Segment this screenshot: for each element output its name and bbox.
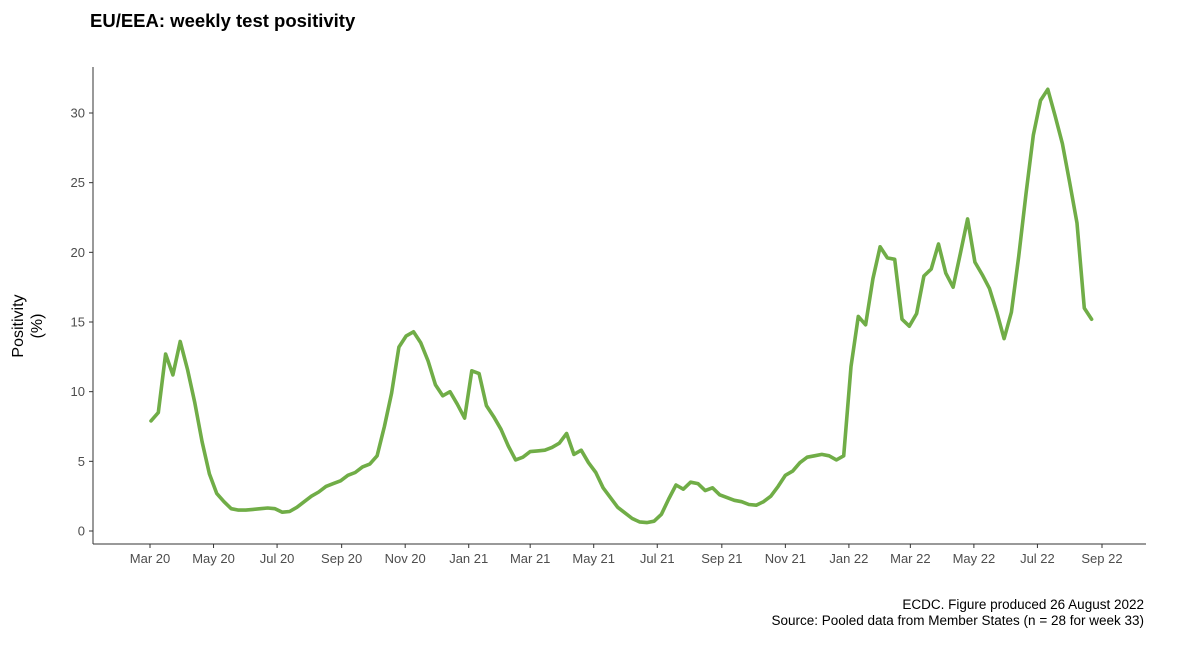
y-tick-label: 10 (71, 384, 85, 399)
x-tick-label: May 20 (192, 551, 235, 566)
caption-produced: ECDC. Figure produced 26 August 2022 (902, 597, 1144, 612)
figure-caption: ECDC. Figure produced 26 August 2022 Sou… (771, 597, 1144, 628)
axes (92, 67, 1146, 545)
x-tick-label: Mar 20 (130, 551, 170, 566)
x-tick-label: Jan 21 (449, 551, 488, 566)
y-tick-label: 0 (78, 524, 85, 539)
y-tick-label: 25 (71, 175, 85, 190)
series-group (149, 87, 1094, 525)
x-tick-label: Jul 22 (1020, 551, 1055, 566)
x-tick-label: Jul 21 (640, 551, 675, 566)
caption-source: Source: Pooled data from Member States (… (771, 612, 1144, 628)
chart-title: EU/EEA: weekly test positivity (90, 10, 356, 31)
x-tick-label: Sep 22 (1081, 551, 1122, 566)
x-tick-label: Mar 21 (510, 551, 550, 566)
x-tick-label: May 22 (953, 551, 996, 566)
x-tick-label: Mar 22 (890, 551, 930, 566)
x-tick-label: May 21 (572, 551, 615, 566)
x-tick-label: Nov 21 (765, 551, 806, 566)
x-tick-label: Jul 20 (260, 551, 295, 566)
x-tick-label: Sep 20 (321, 551, 362, 566)
x-tick-label: Nov 20 (385, 551, 426, 566)
y-tick-label: 5 (78, 454, 85, 469)
y-axis-ticks: 0 5 10 15 20 25 30 (71, 106, 93, 539)
y-tick-label: 30 (71, 106, 85, 121)
positivity-line (149, 87, 1094, 525)
y-tick-label: 20 (71, 245, 85, 260)
x-axis-ticks: Mar 20 May 20 Jul 20 Sep 20 Nov 20 Jan 21 Mar … (130, 544, 1123, 566)
x-tick-label: Sep 21 (701, 551, 742, 566)
x-tick-label: Jan 22 (829, 551, 868, 566)
y-tick-label: 15 (71, 315, 85, 330)
